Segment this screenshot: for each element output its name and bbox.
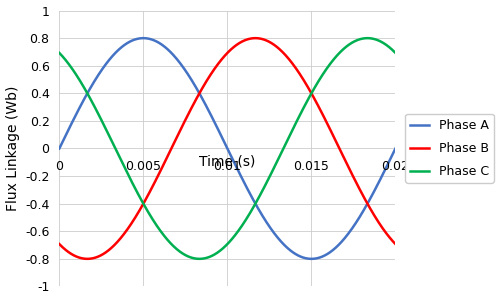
Phase B xyxy=(91,256,97,260)
Phase A xyxy=(308,257,314,261)
Phase B xyxy=(288,60,294,63)
Line: Phase C: Phase C xyxy=(60,38,396,259)
Phase C xyxy=(196,257,202,261)
Phase B xyxy=(319,112,325,115)
Text: 0.01: 0.01 xyxy=(214,160,242,172)
Phase B xyxy=(56,242,62,246)
Text: 0.005: 0.005 xyxy=(126,160,162,172)
Phase A xyxy=(140,36,146,40)
Phase A xyxy=(325,252,331,255)
Text: 0: 0 xyxy=(56,160,64,172)
Phase B xyxy=(204,77,210,81)
Phase C xyxy=(56,51,62,55)
Phase C xyxy=(90,103,96,107)
Phase B xyxy=(84,257,90,261)
Line: Phase A: Phase A xyxy=(60,38,396,259)
Phase C xyxy=(288,132,294,136)
Phase B xyxy=(252,36,258,40)
Phase C xyxy=(204,256,210,259)
Phase C xyxy=(319,74,325,78)
Phase A xyxy=(56,147,62,150)
Text: 0.02: 0.02 xyxy=(382,160,409,172)
Line: Phase B: Phase B xyxy=(60,38,396,259)
Phase B xyxy=(192,98,198,102)
Phase C xyxy=(392,51,398,55)
Y-axis label: Flux Linkage (Wb): Flux Linkage (Wb) xyxy=(6,86,20,211)
Legend: Phase A, Phase B, Phase C: Phase A, Phase B, Phase C xyxy=(405,114,494,183)
Phase C xyxy=(325,65,331,69)
Text: 0.015: 0.015 xyxy=(294,160,330,172)
Phase A xyxy=(90,81,96,84)
Phase A xyxy=(392,147,398,150)
Phase A xyxy=(288,249,294,252)
Phase B xyxy=(325,124,331,127)
Phase A xyxy=(204,107,210,111)
Phase A xyxy=(319,255,325,259)
Phase C xyxy=(364,36,370,40)
X-axis label: Time (s): Time (s) xyxy=(199,154,256,168)
Phase B xyxy=(392,242,398,246)
Phase A xyxy=(192,85,198,88)
Phase C xyxy=(192,257,198,260)
